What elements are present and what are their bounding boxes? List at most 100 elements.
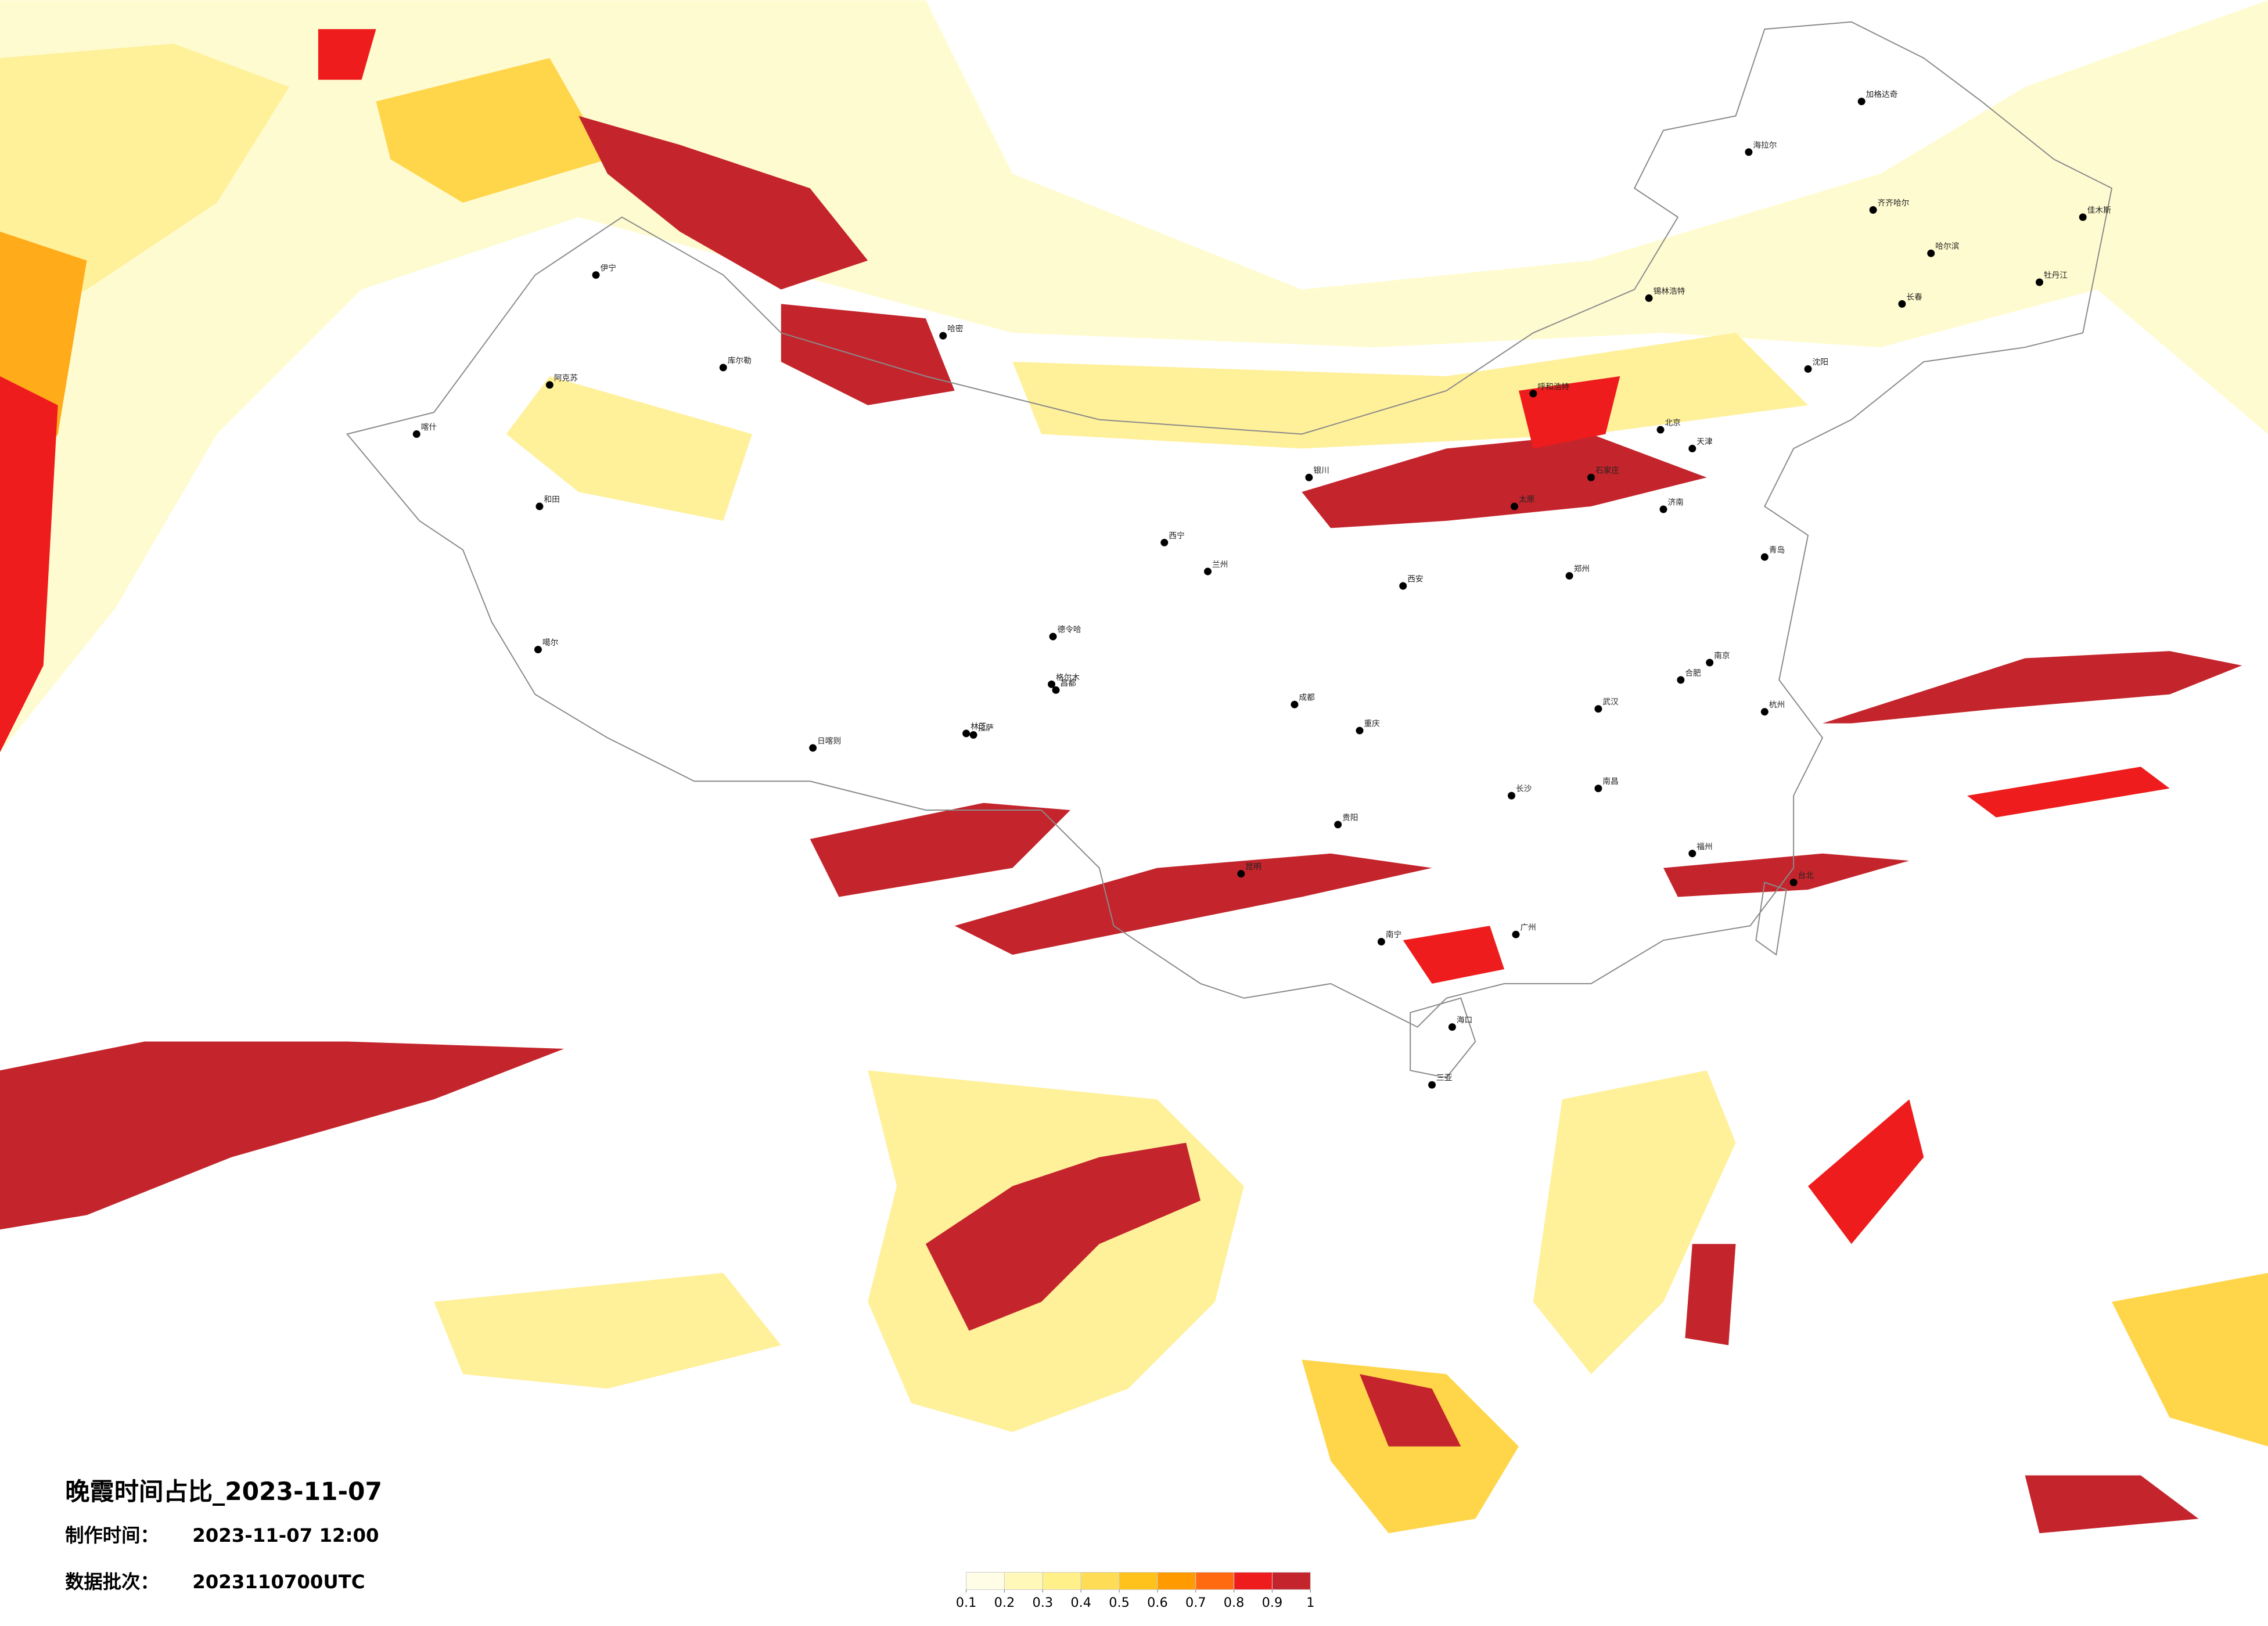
city-label: 杭州 [1769,700,1785,710]
city-dot [1512,930,1520,938]
city-dot [1511,502,1518,510]
city-dot [1688,444,1696,452]
city-label: 牡丹江 [2044,271,2068,280]
city-label: 郑州 [1574,564,1590,574]
colorbar-label: 0.6 [1147,1595,1168,1610]
city-label: 日喀则 [817,736,841,746]
city-dot [535,502,544,510]
city-label: 哈尔滨 [1935,242,1959,251]
city-label: 齐齐哈尔 [1878,199,1910,208]
city-label: 北京 [1665,419,1680,428]
city-label: 海口 [1457,1016,1472,1025]
batch: 2023110700UTC [192,1571,365,1593]
colorbar-label: 0.5 [1109,1595,1130,1610]
city-dot [1760,708,1769,716]
city-label: 贵阳 [1342,813,1358,822]
island-border [1755,882,1787,956]
city-dot [1508,792,1515,800]
colorbar-swatch [1119,1571,1158,1590]
colorbar-swatch [1004,1571,1043,1590]
city-dot [1656,426,1665,434]
city-label: 合肥 [1685,668,1701,678]
city-dot [939,332,947,340]
city-dot [1565,572,1573,580]
produced-time: 2023-11-07 12:00 [192,1524,379,1546]
city-dot [545,381,553,389]
colorbar-swatch [1234,1571,1273,1590]
city-label: 林芝 [971,722,987,732]
city-dot [1204,567,1212,575]
city-label: 噶尔 [542,638,559,647]
colorbar-label: 0.9 [1262,1595,1283,1610]
city-dot [1399,582,1407,590]
city-label: 长春 [1906,293,1922,302]
colorbar-label: 0.8 [1224,1595,1245,1610]
city-label: 南京 [1714,652,1730,661]
colorbar: 0.1 0.2 0.3 0.4 0.5 0.6 0.7 0.8 0.9 1 [956,1571,1314,1610]
city-dot [1898,300,1906,308]
city-label: 南宁 [1386,930,1401,940]
city-dot [1160,538,1169,546]
city-dot [719,364,727,372]
colorbar-swatch [1157,1571,1196,1590]
city-label: 银川 [1313,466,1329,476]
colorbar-label: 0.7 [1185,1595,1206,1610]
city-dot [1789,879,1798,887]
city-label: 太原 [1519,495,1534,505]
city-label: 哈密 [947,324,964,334]
city-label: 台北 [1798,871,1814,880]
city-label: 石家庄 [1595,466,1619,476]
colorbar-label: 0.4 [1070,1595,1091,1610]
city-dot [2079,213,2087,221]
city-label: 佳木斯 [2087,206,2111,215]
city-label: 德令哈 [1058,625,1081,635]
colorbar-label: 0.1 [956,1595,977,1610]
city-dot [1927,249,1935,257]
city-dot [1677,676,1685,684]
city-dot [809,744,817,752]
city-label: 呼和浩特 [1537,382,1569,391]
colorbar-swatch [1042,1571,1081,1590]
city-label: 重庆 [1364,720,1380,729]
city-dot [1428,1081,1436,1089]
city-label: 长沙 [1516,785,1532,794]
country-border [346,21,2113,1028]
colorbar-label: 0.2 [994,1595,1015,1610]
city-dot [1594,705,1602,713]
city-dot [1049,632,1057,641]
city-dot [1706,659,1714,667]
city-label: 南昌 [1602,777,1618,786]
city-dot [412,430,420,438]
island-border [1410,997,1476,1078]
field [0,0,2268,1534]
city-label: 加格达奇 [1866,89,1898,99]
city-label: 广州 [1520,923,1536,933]
city-label: 拉萨 [978,724,994,733]
city-dot [1048,680,1056,688]
city-dot [1448,1023,1456,1031]
map-title: 晚霞时间占比_2023-11-07 [65,1477,382,1506]
city-dot [1237,870,1245,878]
city-label: 三亚 [1436,1074,1453,1083]
city-label: 库尔勒 [728,356,752,365]
city-dot [1857,98,1866,106]
city-dot [1356,726,1364,735]
city-dot [969,731,977,739]
city-label: 天津 [1696,437,1713,447]
colorbar-swatch [1271,1571,1311,1590]
batch-label: 数据批次： [65,1571,159,1593]
city-dot [1659,505,1667,513]
city-label: 福州 [1696,842,1712,851]
city-label: 武汉 [1602,697,1619,707]
city-dot [1587,473,1595,481]
colorbar-label: 0.3 [1033,1595,1054,1610]
city-dot [1529,390,1537,398]
city-label: 兰州 [1212,560,1228,570]
city-dot [1052,686,1060,694]
city-label: 伊宁 [601,263,616,273]
city-label: 昌都 [1060,679,1076,688]
city-dot [1869,206,1877,214]
produced-label: 制作时间： [65,1524,159,1546]
